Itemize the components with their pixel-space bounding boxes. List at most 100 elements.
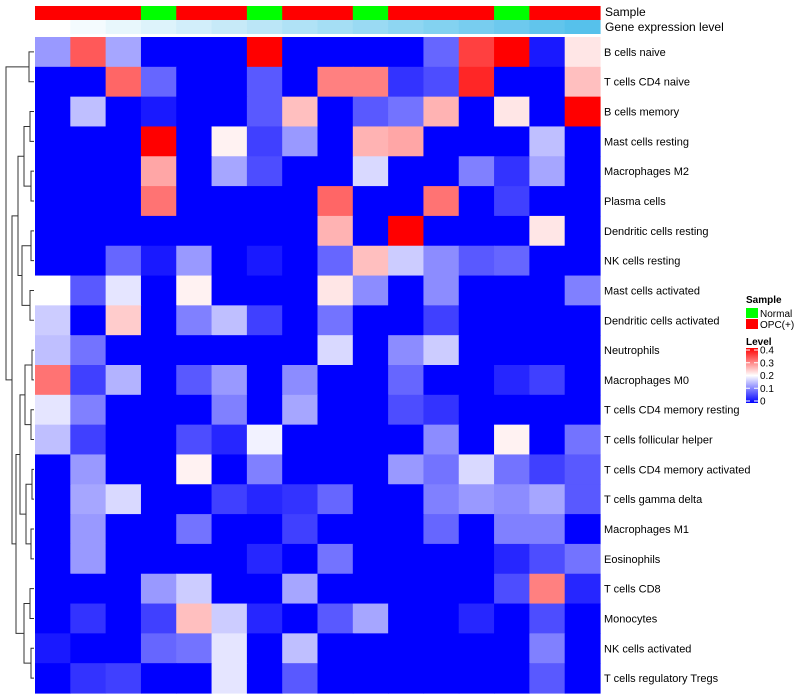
heatmap-cell [494, 365, 530, 396]
heatmap-cell [423, 603, 460, 634]
heatmap-cell [246, 186, 283, 217]
heatmap-cell [176, 484, 213, 515]
heatmap-cell [423, 126, 460, 157]
heatmap-cell [529, 424, 566, 456]
heatmap-cell [70, 37, 107, 68]
heatmap-cell [282, 335, 319, 366]
sample-annotation-cell [494, 6, 530, 20]
dendrogram-branch [30, 230, 34, 262]
level-annotation-cell [35, 20, 71, 34]
heatmap-cell [423, 335, 460, 366]
heatmap-cell [176, 37, 213, 68]
heatmap-cell [529, 335, 566, 366]
heatmap-cell [282, 365, 319, 396]
heatmap-cell [105, 305, 142, 336]
heatmap-cell [564, 305, 601, 336]
heatmap-cell [317, 275, 354, 306]
heatmap-cell [246, 37, 283, 68]
heatmap-cell [352, 424, 389, 456]
heatmap-cell [105, 365, 142, 396]
heatmap-cell [282, 66, 319, 98]
heatmap-cell [352, 365, 389, 396]
heatmap-cell [458, 96, 495, 128]
heatmap-cell [423, 37, 460, 68]
heatmap-cell [423, 365, 460, 396]
heatmap-cell [317, 37, 354, 68]
heatmap-cell [140, 663, 177, 694]
heatmap-cell [388, 543, 425, 575]
heatmap-cell [176, 305, 213, 336]
heatmap-cell [423, 484, 460, 515]
dendrogram-branch [30, 528, 34, 560]
sample-annotation-cell [140, 6, 177, 20]
heatmap-cell [70, 96, 107, 128]
heatmap-cell [529, 186, 566, 217]
heatmap-cell [494, 186, 530, 217]
heatmap-cell [35, 156, 71, 187]
heatmap-cell [282, 215, 319, 247]
heatmap-cell [282, 37, 319, 68]
heatmap-cell [352, 215, 389, 247]
heatmap-cell [105, 186, 142, 217]
expression-level-annotation-label: Gene expression level [605, 20, 724, 34]
heatmap-cell [176, 96, 213, 128]
heatmap-cell [388, 335, 425, 366]
heatmap-cell [35, 335, 71, 366]
heatmap-cell [458, 186, 495, 217]
heatmap-cell [352, 37, 389, 68]
heatmap-cell [282, 394, 319, 426]
heatmap-cell [494, 603, 530, 634]
legend-normal-swatch [746, 308, 758, 318]
heatmap-cell [140, 573, 177, 605]
heatmap-cell [388, 394, 425, 426]
heatmap-cell [317, 394, 354, 426]
heatmap-cell [458, 633, 495, 664]
heatmap-cell [423, 215, 460, 247]
legend-normal-label: Normal [760, 309, 792, 320]
heatmap-cell [317, 186, 354, 217]
heatmap-cell [352, 543, 389, 575]
heatmap-cell [35, 663, 71, 694]
row-label: Plasma cells [604, 196, 666, 208]
heatmap-cell [282, 96, 319, 128]
heatmap-cell [176, 514, 213, 545]
heatmap-cell [423, 186, 460, 217]
heatmap-cell [105, 424, 142, 456]
level-annotation-cell [105, 20, 142, 34]
heatmap-cell [211, 454, 248, 485]
heatmap-cell [458, 156, 495, 187]
heatmap-cell [211, 275, 248, 306]
heatmap-cell [35, 484, 71, 515]
heatmap-cell [317, 126, 354, 157]
heatmap-cell [246, 245, 283, 277]
heatmap-cell [317, 335, 354, 366]
heatmap-cell [211, 603, 248, 634]
heatmap-cell [176, 126, 213, 157]
heatmap-cell [105, 335, 142, 366]
heatmap-cell [35, 454, 71, 485]
row-label: NK cells activated [604, 643, 691, 655]
sample-annotation-cell [423, 6, 460, 20]
heatmap-cell [352, 573, 389, 605]
heatmap-cell [105, 96, 142, 128]
heatmap-cell [176, 335, 213, 366]
heatmap-cell [388, 156, 425, 187]
dendrogram-branch [28, 51, 34, 83]
heatmap-cell [564, 215, 601, 247]
sample-annotation-cell [70, 6, 107, 20]
heatmap-cell [105, 454, 142, 485]
heatmap-cell [564, 514, 601, 545]
heatmap-cell [458, 573, 495, 605]
heatmap-cell [529, 96, 566, 128]
level-annotation-cell [388, 20, 425, 34]
heatmap-cell [317, 663, 354, 694]
sample-legend-title: Sample [746, 295, 782, 306]
heatmap-cell [388, 305, 425, 336]
level-annotation-cell [423, 20, 460, 34]
heatmap-cell [458, 305, 495, 336]
heatmap-cell [140, 633, 177, 664]
heatmap-cell [458, 215, 495, 247]
heatmap-cell [70, 394, 107, 426]
heatmap-cell [176, 543, 213, 575]
heatmap-cell [494, 37, 530, 68]
